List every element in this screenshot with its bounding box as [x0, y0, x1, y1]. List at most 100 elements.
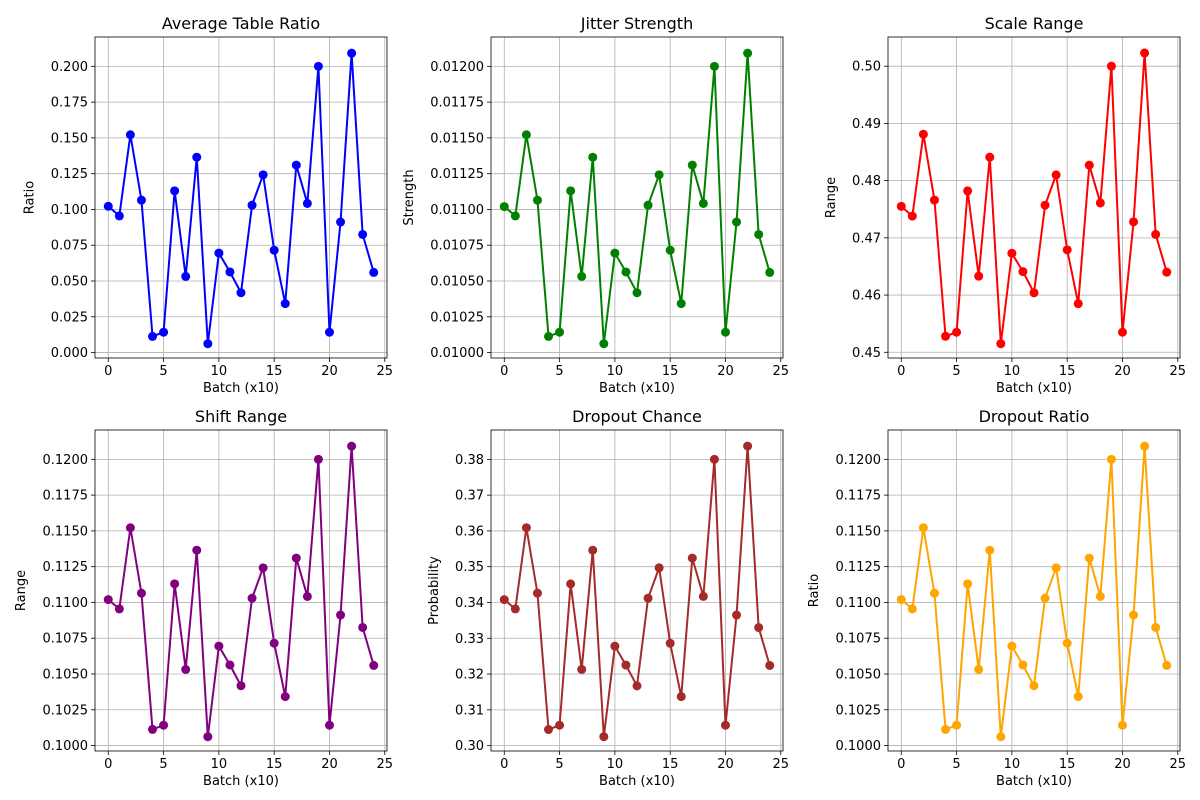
data-point	[114, 604, 124, 614]
data-point	[347, 48, 357, 58]
data-point	[336, 217, 346, 227]
series-line	[107, 52, 375, 345]
x-tick-label: 10	[211, 757, 228, 772]
x-tick-label: 0	[500, 757, 508, 772]
data-point	[963, 579, 973, 589]
y-tick-label: 0.38	[455, 453, 484, 468]
series-line	[503, 445, 771, 738]
x-tick-label: 5	[555, 364, 563, 379]
chart-title: Dropout Chance	[572, 407, 702, 426]
y-axis-label: Ratio	[23, 181, 38, 214]
data-point	[732, 610, 742, 620]
y-tick-label: 0.1075	[836, 632, 882, 647]
data-point	[1106, 61, 1116, 71]
subplot-1: 0 5 10 15 20 25 0.000 0.025 0.050 0.075 0.100 0.125…	[23, 14, 394, 396]
data-point	[1129, 217, 1139, 227]
data-point	[280, 299, 290, 309]
data-point	[566, 579, 576, 589]
data-point	[159, 720, 169, 730]
x-tick-label: 5	[159, 364, 167, 379]
chart-title: Average Table Ratio	[162, 14, 320, 33]
y-tick-label: 0.025	[51, 310, 88, 325]
data-point	[280, 692, 290, 702]
x-tick-label: 20	[1114, 757, 1131, 772]
data-point	[302, 591, 312, 601]
data-point	[632, 288, 642, 298]
data-point	[1084, 553, 1094, 563]
data-point	[709, 61, 719, 71]
data-point	[170, 186, 180, 196]
data-point	[103, 201, 113, 211]
data-point	[324, 720, 334, 730]
data-point	[1095, 591, 1105, 601]
data-point	[291, 553, 301, 563]
y-tick-label: 0.32	[455, 668, 484, 683]
y-tick-label: 0.36	[455, 524, 484, 539]
x-axis-label: Batch (x10)	[996, 381, 1072, 396]
y-tick-label: 0.45	[852, 346, 881, 361]
data-point	[918, 523, 928, 533]
x-tick-label: 10	[1004, 364, 1021, 379]
data-point	[125, 523, 135, 533]
y-tick-label: 0.1125	[43, 560, 89, 575]
data-point	[918, 129, 928, 139]
axes-frame	[94, 36, 388, 359]
data-point	[247, 200, 257, 210]
data-point	[698, 591, 708, 601]
y-tick-label: 0.150	[51, 131, 88, 146]
data-point	[654, 170, 664, 180]
data-point	[907, 211, 917, 221]
y-tick-label: 0.01050	[430, 275, 484, 290]
data-point	[1051, 563, 1061, 573]
data-point	[929, 588, 939, 598]
data-point	[588, 545, 598, 555]
series-line	[900, 52, 1168, 345]
data-point	[985, 152, 995, 162]
y-axis-label: Strength	[402, 169, 417, 225]
data-point	[1040, 593, 1050, 603]
x-tick-label: 15	[1059, 757, 1076, 772]
data-point	[621, 660, 631, 670]
data-point	[555, 327, 565, 337]
data-point	[1051, 170, 1061, 180]
data-point	[599, 732, 609, 742]
data-point	[974, 664, 984, 674]
x-tick-label: 0	[104, 364, 112, 379]
y-tick-label: 0.35	[455, 560, 484, 575]
data-point	[654, 563, 664, 573]
subplot-3: 0 5 10 15 20 25 0.45 0.46 0.47 0.48 0.49 0.50 Scale …	[824, 14, 1186, 396]
data-point	[499, 595, 509, 605]
data-point	[358, 622, 368, 632]
y-tick-label: 0.125	[51, 167, 88, 182]
y-tick-label: 0.075	[51, 239, 88, 254]
y-tick-label: 0.200	[51, 60, 88, 75]
data-point	[510, 604, 520, 614]
y-tick-label: 0.1200	[43, 453, 89, 468]
x-tick-label: 0	[500, 364, 508, 379]
x-tick-label: 20	[1114, 364, 1131, 379]
data-point	[1162, 660, 1172, 670]
data-point	[313, 61, 323, 71]
x-tick-label: 25	[377, 364, 394, 379]
data-point	[676, 692, 686, 702]
y-tick-label: 0.37	[455, 489, 484, 504]
data-point	[632, 681, 642, 691]
x-tick-label: 5	[952, 364, 960, 379]
y-tick-label: 0.01200	[430, 60, 484, 75]
data-point	[159, 327, 169, 337]
y-tick-label: 0.1050	[43, 668, 89, 683]
x-tick-label: 25	[1170, 757, 1187, 772]
y-tick-label: 0.1175	[43, 489, 89, 504]
y-tick-label: 0.1200	[836, 453, 882, 468]
data-point	[1117, 720, 1127, 730]
series-line	[900, 445, 1168, 738]
data-point	[555, 720, 565, 730]
x-tick-label: 0	[104, 757, 112, 772]
x-axis-label: Batch (x10)	[599, 381, 675, 396]
data-point	[1040, 200, 1050, 210]
data-point	[996, 339, 1006, 349]
subplot-2: 0 5 10 15 20 25 0.01000 0.01025 0.01050 0.01075 0.…	[402, 14, 789, 396]
axes-frame	[490, 429, 784, 752]
data-point	[941, 724, 951, 734]
data-point	[336, 610, 346, 620]
